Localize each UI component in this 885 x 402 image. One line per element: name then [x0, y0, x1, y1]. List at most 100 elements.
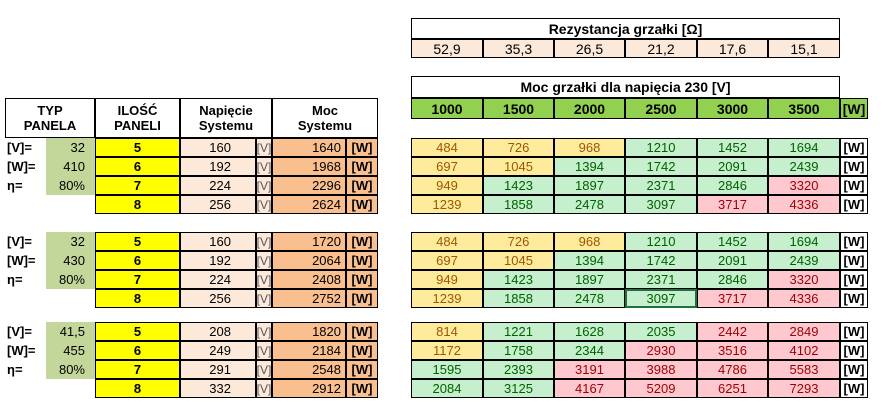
- panel-count[interactable]: 8: [95, 195, 180, 214]
- system-voltage[interactable]: 208: [180, 322, 256, 341]
- panel-count[interactable]: 6: [95, 341, 180, 360]
- resistance-value[interactable]: 35,3: [483, 39, 554, 58]
- heater-power-value[interactable]: 2393: [483, 360, 554, 379]
- heater-power-value[interactable]: 3320: [768, 176, 840, 195]
- heater-power-value[interactable]: 3191: [554, 360, 625, 379]
- power-header-1000[interactable]: 1000: [411, 98, 483, 119]
- power-header-2500[interactable]: 2500: [625, 98, 697, 119]
- resistance-value[interactable]: 26,5: [554, 39, 625, 58]
- heater-power-value[interactable]: 6251: [697, 379, 768, 398]
- heater-power-value[interactable]: 1172: [411, 341, 483, 360]
- row-unit[interactable]: [W]: [840, 379, 868, 398]
- heater-power-value[interactable]: 2371: [625, 176, 697, 195]
- heater-power-value[interactable]: 2371: [625, 270, 697, 289]
- heater-power-value[interactable]: 4102: [768, 341, 840, 360]
- heater-power-value[interactable]: 3320: [768, 270, 840, 289]
- voltage-unit[interactable]: [V]: [256, 232, 272, 251]
- heater-power-value[interactable]: 3516: [697, 341, 768, 360]
- heater-power-value[interactable]: 484: [411, 138, 483, 157]
- row-unit[interactable]: [W]: [840, 232, 868, 251]
- panel-param-value[interactable]: 80%: [46, 270, 95, 289]
- power-header-unit[interactable]: [W]: [840, 98, 868, 119]
- voltage-unit[interactable]: [V]: [256, 270, 272, 289]
- heater-power-value[interactable]: 697: [411, 157, 483, 176]
- panel-count[interactable]: 8: [95, 379, 180, 398]
- power-header-3000[interactable]: 3000: [697, 98, 768, 119]
- panel-param-label[interactable]: [V]=: [7, 234, 32, 249]
- heater-power-value[interactable]: 2930: [625, 341, 697, 360]
- power-unit[interactable]: [W]: [346, 379, 378, 398]
- resistance-value[interactable]: 52,9: [411, 39, 483, 58]
- voltage-unit[interactable]: [V]: [256, 138, 272, 157]
- resistance-value[interactable]: 15,1: [768, 39, 840, 58]
- power-unit[interactable]: [W]: [346, 251, 378, 270]
- heater-power-value[interactable]: 1452: [697, 232, 768, 251]
- heater-power-value[interactable]: 949: [411, 270, 483, 289]
- heater-power-value[interactable]: 3717: [697, 195, 768, 214]
- system-voltage[interactable]: 160: [180, 232, 256, 251]
- voltage-unit[interactable]: [V]: [256, 195, 272, 214]
- voltage-unit[interactable]: [V]: [256, 157, 272, 176]
- system-voltage[interactable]: 291: [180, 360, 256, 379]
- power-unit[interactable]: [W]: [346, 289, 378, 308]
- panel-count[interactable]: 5: [95, 322, 180, 341]
- system-power[interactable]: 2064: [272, 251, 346, 270]
- heater-power-value[interactable]: 3125: [483, 379, 554, 398]
- panel-param-value[interactable]: 410: [46, 157, 95, 176]
- system-power[interactable]: 1968: [272, 157, 346, 176]
- heater-power-value[interactable]: 2849: [768, 322, 840, 341]
- power-unit[interactable]: [W]: [346, 360, 378, 379]
- heater-power-value[interactable]: 2344: [554, 341, 625, 360]
- heater-power-value[interactable]: 4336: [768, 289, 840, 308]
- power-unit[interactable]: [W]: [346, 270, 378, 289]
- heater-power-value[interactable]: 1210: [625, 232, 697, 251]
- system-power[interactable]: 2296: [272, 176, 346, 195]
- system-power[interactable]: 2912: [272, 379, 346, 398]
- heater-power-value[interactable]: 1452: [697, 138, 768, 157]
- heater-power-value[interactable]: 697: [411, 251, 483, 270]
- heater-power-value[interactable]: 4167: [554, 379, 625, 398]
- heater-power-value[interactable]: 949: [411, 176, 483, 195]
- heater-power-value[interactable]: 814: [411, 322, 483, 341]
- system-voltage[interactable]: 160: [180, 138, 256, 157]
- system-power[interactable]: 2752: [272, 289, 346, 308]
- row-unit[interactable]: [W]: [840, 195, 868, 214]
- row-unit[interactable]: [W]: [840, 360, 868, 379]
- panel-count[interactable]: 7: [95, 360, 180, 379]
- panel-param-label[interactable]: [V]=: [7, 140, 32, 155]
- heater-power-value[interactable]: 1694: [768, 232, 840, 251]
- panel-param-label[interactable]: η=: [7, 362, 23, 377]
- heater-power-value[interactable]: 1858: [483, 195, 554, 214]
- heater-power-value[interactable]: 2478: [554, 289, 625, 308]
- heater-power-value[interactable]: 3097: [625, 289, 697, 308]
- heater-power-value[interactable]: 3988: [625, 360, 697, 379]
- heater-power-value[interactable]: 3097: [625, 195, 697, 214]
- row-unit[interactable]: [W]: [840, 157, 868, 176]
- panel-param-value[interactable]: 80%: [46, 176, 95, 195]
- voltage-unit[interactable]: [V]: [256, 251, 272, 270]
- resistance-title[interactable]: Rezystancja grzałki [Ω]: [411, 18, 840, 39]
- system-power[interactable]: 1640: [272, 138, 346, 157]
- heater-power-value[interactable]: 2439: [768, 251, 840, 270]
- system-power[interactable]: 2548: [272, 360, 346, 379]
- panel-count[interactable]: 5: [95, 232, 180, 251]
- heater-power-value[interactable]: 4786: [697, 360, 768, 379]
- system-power[interactable]: 2408: [272, 270, 346, 289]
- power-title[interactable]: Moc grzałki dla napięcia 230 [V]: [411, 76, 840, 98]
- panel-param-label[interactable]: [W]=: [7, 343, 36, 358]
- power-header-1500[interactable]: 1500: [483, 98, 554, 119]
- heater-power-value[interactable]: 1858: [483, 289, 554, 308]
- row-unit[interactable]: [W]: [840, 322, 868, 341]
- heater-power-value[interactable]: 1045: [483, 251, 554, 270]
- heater-power-value[interactable]: 1742: [625, 251, 697, 270]
- panel-param-value[interactable]: 32: [46, 232, 95, 251]
- panel-param-label[interactable]: η=: [7, 178, 23, 193]
- heater-power-value[interactable]: 1394: [554, 157, 625, 176]
- row-unit[interactable]: [W]: [840, 289, 868, 308]
- power-unit[interactable]: [W]: [346, 176, 378, 195]
- panel-param-label[interactable]: η=: [7, 272, 23, 287]
- heater-power-value[interactable]: 5583: [768, 360, 840, 379]
- panel-count[interactable]: 6: [95, 251, 180, 270]
- system-voltage[interactable]: 192: [180, 157, 256, 176]
- heater-power-value[interactable]: 968: [554, 232, 625, 251]
